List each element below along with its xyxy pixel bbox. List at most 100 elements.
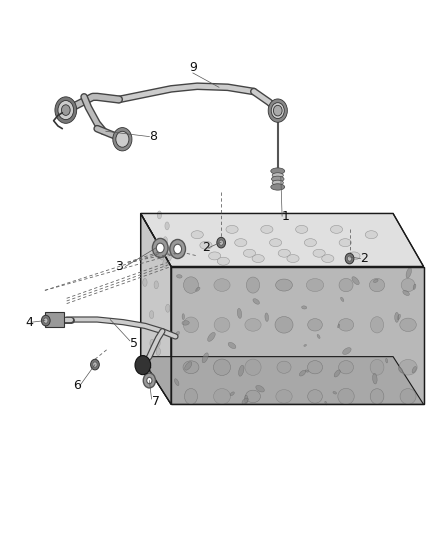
- Ellipse shape: [334, 370, 340, 377]
- Ellipse shape: [214, 279, 230, 292]
- Ellipse shape: [306, 279, 324, 292]
- Ellipse shape: [245, 318, 261, 331]
- Ellipse shape: [333, 391, 336, 394]
- Ellipse shape: [400, 318, 416, 332]
- Circle shape: [271, 103, 284, 118]
- Ellipse shape: [370, 389, 384, 404]
- Ellipse shape: [244, 249, 255, 257]
- Ellipse shape: [239, 365, 244, 376]
- Ellipse shape: [200, 241, 212, 249]
- Circle shape: [93, 362, 97, 367]
- Circle shape: [268, 99, 287, 122]
- Ellipse shape: [272, 173, 283, 178]
- Ellipse shape: [166, 304, 170, 312]
- Ellipse shape: [271, 168, 285, 174]
- Ellipse shape: [184, 277, 198, 293]
- Ellipse shape: [230, 392, 234, 395]
- Ellipse shape: [406, 268, 412, 278]
- Ellipse shape: [341, 297, 344, 302]
- Ellipse shape: [400, 389, 416, 404]
- Ellipse shape: [228, 342, 236, 349]
- Ellipse shape: [304, 344, 307, 346]
- Ellipse shape: [149, 311, 154, 319]
- Ellipse shape: [276, 279, 293, 291]
- Ellipse shape: [256, 385, 265, 392]
- Ellipse shape: [214, 389, 230, 404]
- Circle shape: [42, 316, 50, 326]
- Ellipse shape: [373, 373, 377, 384]
- Ellipse shape: [371, 317, 384, 333]
- Text: 2: 2: [202, 241, 210, 254]
- Ellipse shape: [307, 390, 322, 403]
- Circle shape: [135, 356, 151, 375]
- Ellipse shape: [191, 231, 203, 239]
- Ellipse shape: [246, 390, 261, 402]
- Text: 7: 7: [152, 395, 159, 408]
- Ellipse shape: [183, 361, 199, 374]
- Ellipse shape: [277, 361, 291, 373]
- Ellipse shape: [399, 359, 417, 375]
- Ellipse shape: [271, 184, 285, 190]
- Ellipse shape: [370, 359, 384, 375]
- Ellipse shape: [304, 239, 317, 247]
- Ellipse shape: [374, 279, 378, 282]
- Ellipse shape: [305, 370, 308, 372]
- Polygon shape: [45, 312, 64, 327]
- Ellipse shape: [175, 332, 180, 336]
- Ellipse shape: [245, 359, 261, 375]
- Ellipse shape: [299, 370, 306, 376]
- Ellipse shape: [261, 225, 273, 233]
- Ellipse shape: [313, 249, 325, 257]
- Text: 8: 8: [149, 130, 157, 143]
- Ellipse shape: [156, 339, 160, 346]
- Ellipse shape: [202, 353, 208, 363]
- Circle shape: [91, 359, 99, 370]
- Ellipse shape: [183, 317, 199, 333]
- Ellipse shape: [154, 281, 159, 289]
- Ellipse shape: [395, 312, 399, 322]
- Ellipse shape: [403, 290, 410, 295]
- Ellipse shape: [317, 334, 320, 338]
- Ellipse shape: [272, 176, 284, 182]
- Circle shape: [347, 256, 352, 261]
- Ellipse shape: [226, 225, 238, 233]
- Ellipse shape: [338, 324, 339, 328]
- Circle shape: [174, 244, 182, 254]
- Ellipse shape: [412, 367, 417, 373]
- Ellipse shape: [307, 361, 322, 374]
- Ellipse shape: [237, 309, 242, 318]
- Ellipse shape: [244, 395, 248, 403]
- Ellipse shape: [287, 255, 299, 263]
- Ellipse shape: [163, 237, 167, 245]
- Text: 9: 9: [189, 61, 197, 74]
- Ellipse shape: [163, 260, 167, 268]
- Ellipse shape: [252, 255, 264, 263]
- Ellipse shape: [269, 239, 282, 247]
- Ellipse shape: [296, 225, 308, 233]
- Ellipse shape: [339, 361, 353, 374]
- Ellipse shape: [308, 319, 322, 331]
- Ellipse shape: [174, 379, 179, 385]
- Ellipse shape: [272, 180, 283, 185]
- Ellipse shape: [217, 257, 230, 265]
- Ellipse shape: [330, 225, 343, 233]
- Circle shape: [55, 97, 77, 123]
- Ellipse shape: [401, 278, 415, 292]
- Circle shape: [345, 253, 354, 264]
- Ellipse shape: [177, 274, 182, 278]
- Text: 4: 4: [25, 316, 33, 329]
- Ellipse shape: [213, 359, 230, 375]
- Ellipse shape: [208, 252, 221, 260]
- Text: 5: 5: [130, 337, 138, 350]
- Ellipse shape: [143, 278, 147, 286]
- Ellipse shape: [278, 249, 290, 257]
- Ellipse shape: [182, 321, 189, 325]
- Polygon shape: [141, 214, 171, 405]
- Circle shape: [219, 240, 223, 245]
- Ellipse shape: [339, 278, 353, 292]
- Circle shape: [273, 106, 282, 116]
- Ellipse shape: [275, 317, 293, 333]
- Ellipse shape: [338, 389, 354, 405]
- Ellipse shape: [160, 252, 164, 260]
- Ellipse shape: [208, 333, 215, 341]
